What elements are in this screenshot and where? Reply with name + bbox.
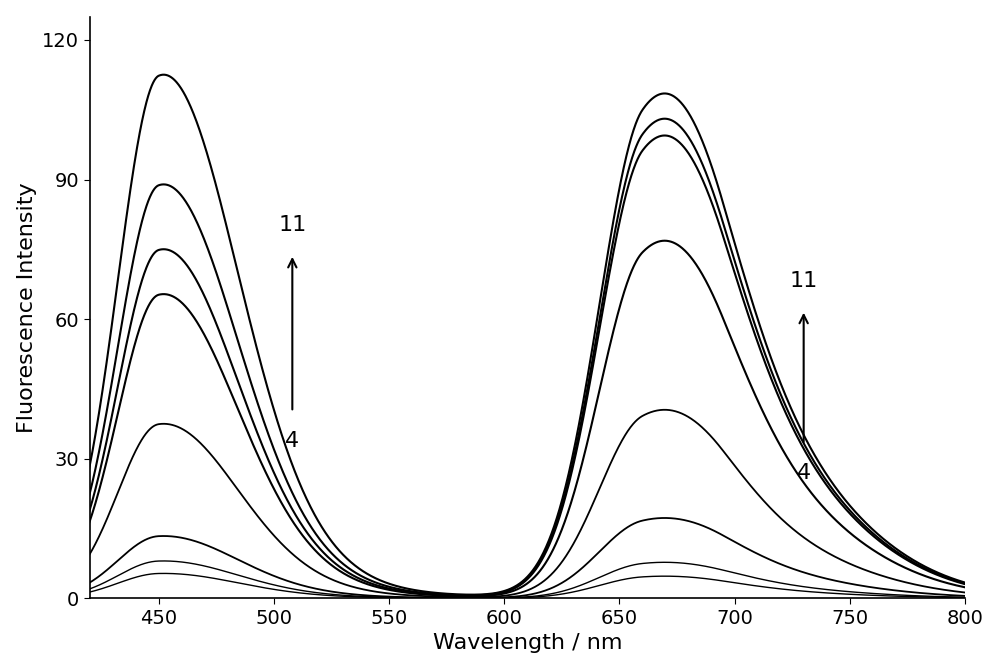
Y-axis label: Fluorescence Intensity: Fluorescence Intensity <box>17 182 37 433</box>
X-axis label: Wavelength / nm: Wavelength / nm <box>433 633 622 653</box>
Text: 4: 4 <box>285 431 299 451</box>
Text: 11: 11 <box>790 271 818 291</box>
Text: 4: 4 <box>797 464 811 484</box>
Text: 11: 11 <box>278 215 306 235</box>
